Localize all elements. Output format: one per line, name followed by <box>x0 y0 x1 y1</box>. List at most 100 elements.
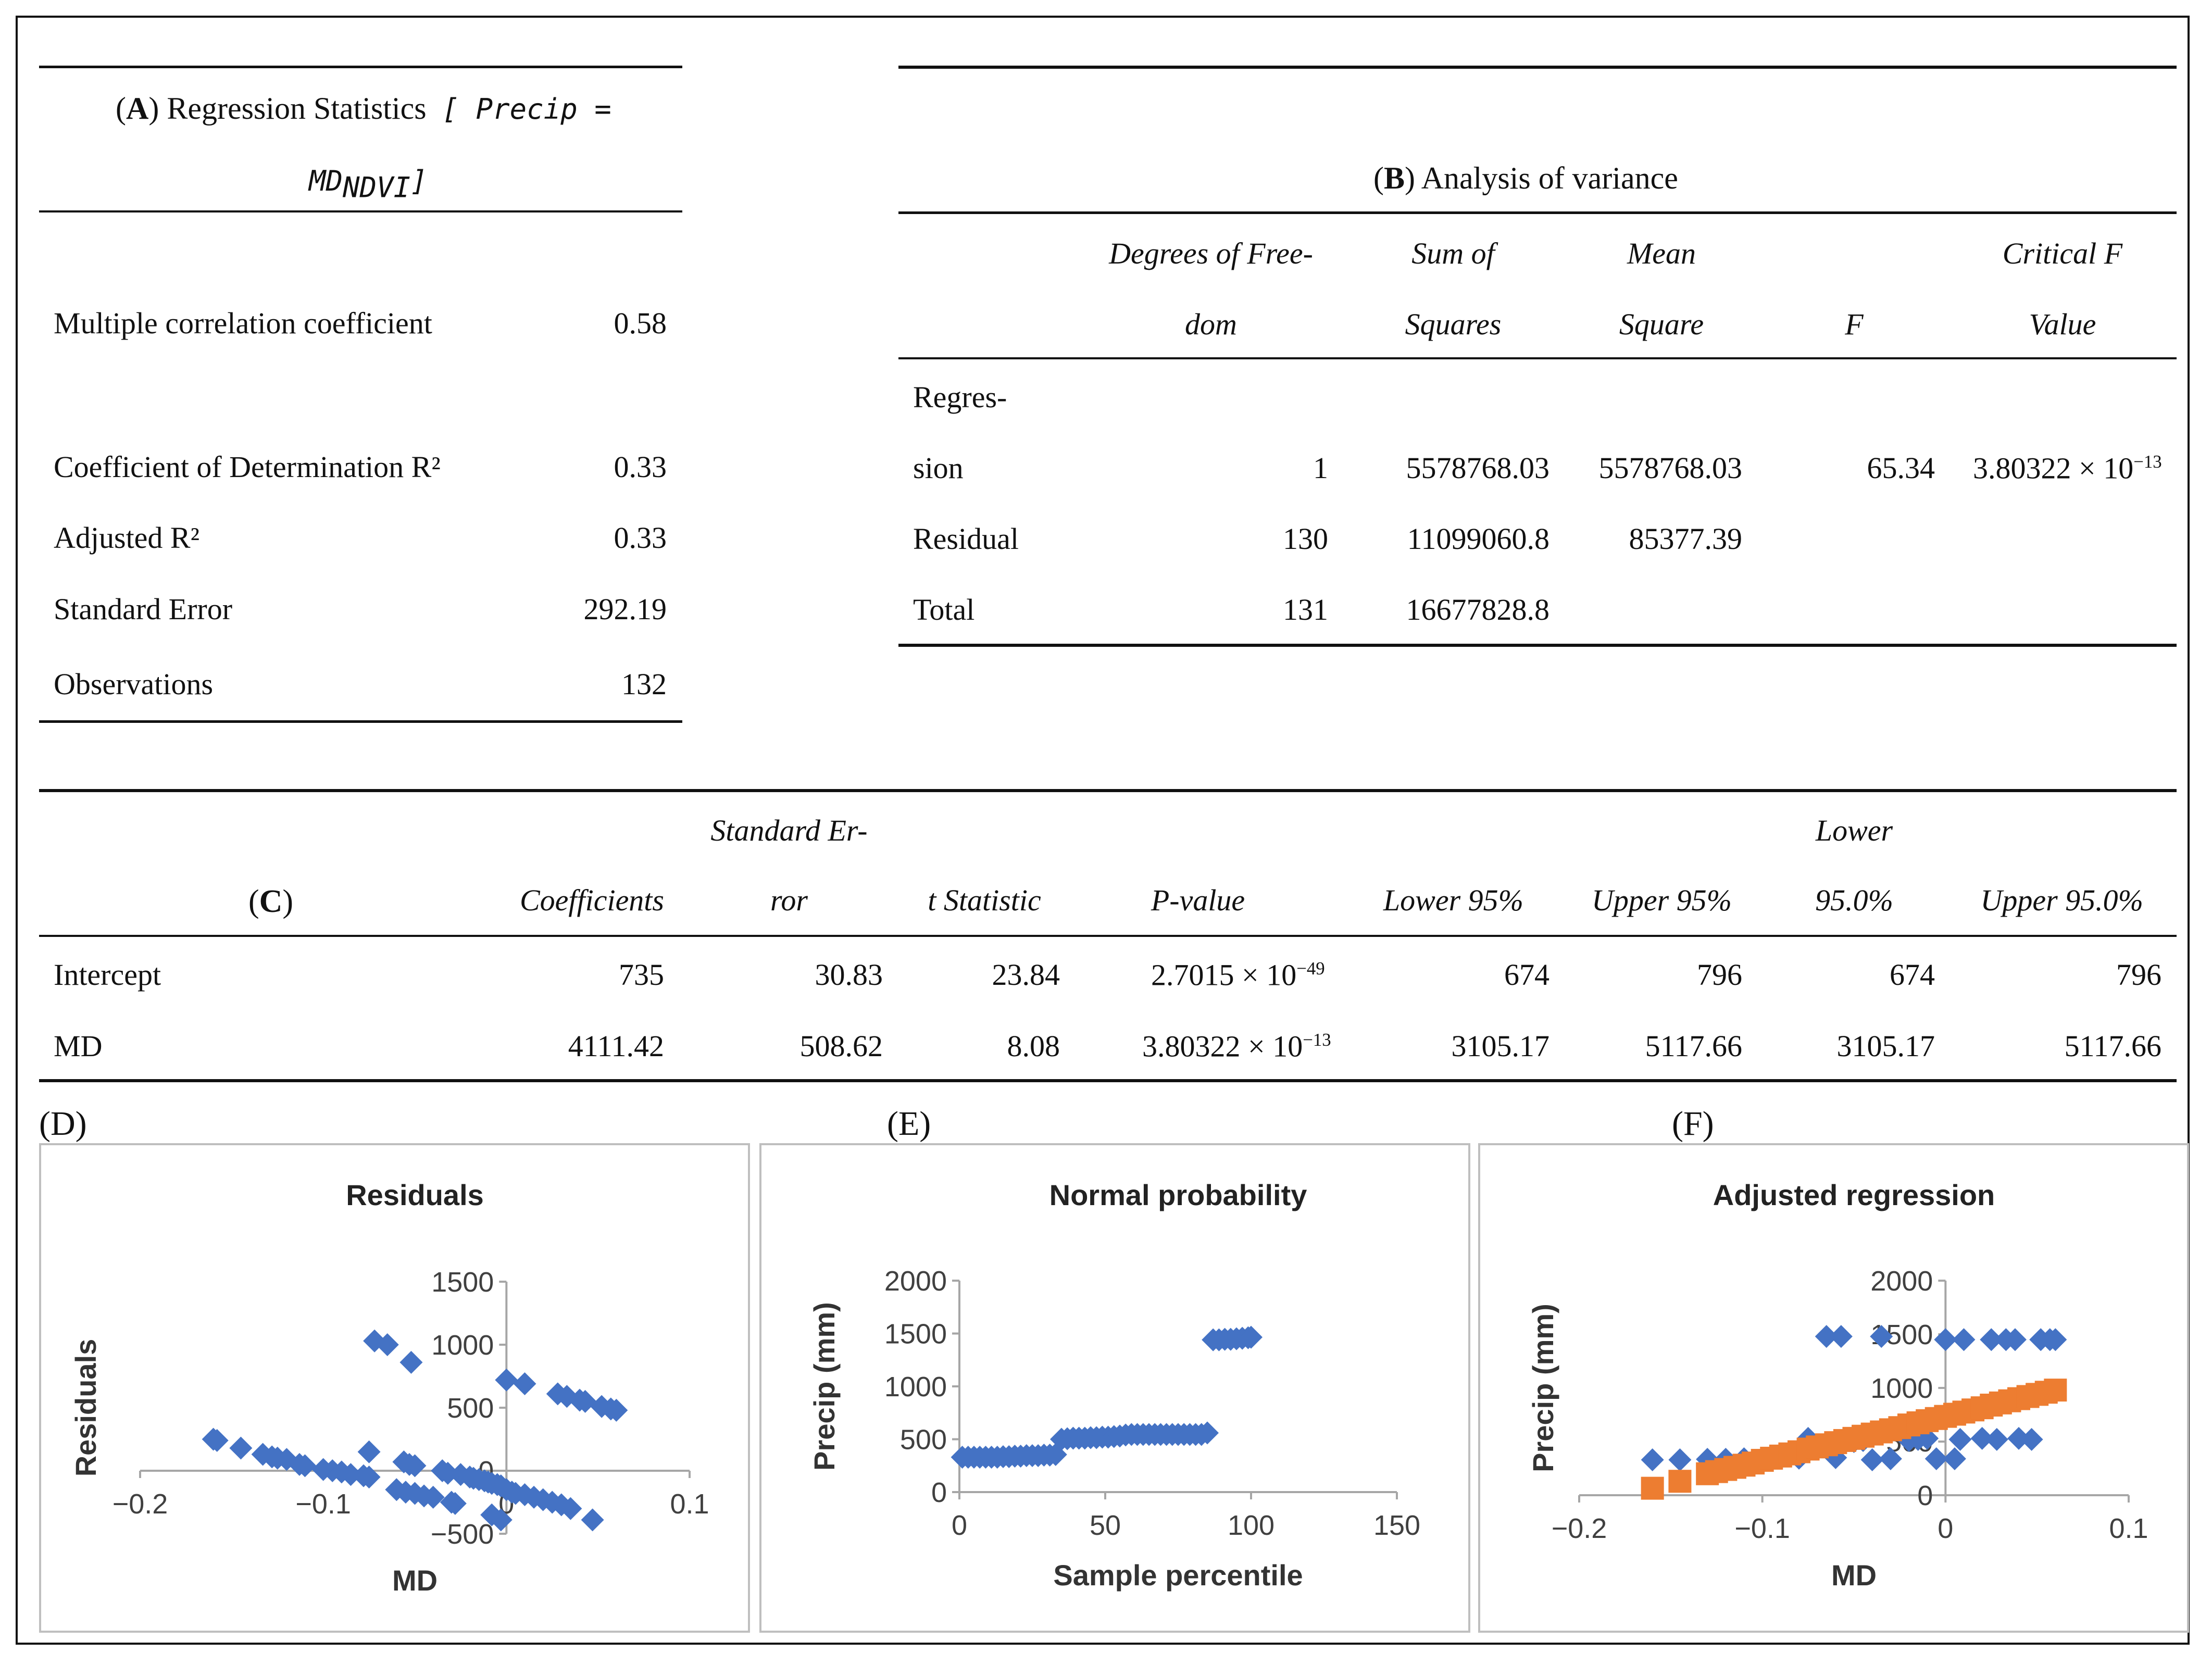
data-point-diamond <box>605 1398 628 1422</box>
data-point-diamond <box>421 1485 445 1509</box>
data-point-diamond <box>1952 1328 1976 1351</box>
data-point-diamond <box>357 1440 381 1463</box>
formula-close: ] <box>410 165 428 197</box>
data-point-diamond <box>1985 1428 2008 1451</box>
anova-header-f: F <box>1845 307 1864 341</box>
data-point-diamond <box>251 1443 274 1466</box>
panel-c-label: (C) <box>248 884 294 919</box>
formula-md: MD <box>309 165 343 197</box>
coef-intercept-lower95: 674 <box>1504 958 1549 992</box>
chart-title: Adjusted regression <box>1713 1179 1995 1211</box>
x-axis-title: Sample percentile <box>1053 1559 1303 1592</box>
anova-regression-ss: 5578768.03 <box>1406 451 1550 485</box>
coef-header-p: P-value <box>1151 883 1245 917</box>
panel-b-title-text: Analysis of variance <box>1421 161 1678 195</box>
data-point-diamond <box>1860 1448 1884 1472</box>
data-point-diamond <box>1924 1447 1948 1470</box>
x-tick-label: 0.1 <box>670 1488 709 1520</box>
data-point-diamond <box>1948 1428 1972 1451</box>
anova-header-ss-2: Squares <box>1405 307 1502 341</box>
panel-a-formula-rhs: MDNDVI] <box>309 166 428 202</box>
data-point-diamond <box>339 1463 363 1486</box>
coef-row-intercept-label: Intercept <box>54 958 161 992</box>
coef-header-t: t Statistic <box>928 883 1041 917</box>
panel-c-bottom-rule <box>39 1079 2177 1082</box>
data-point-diamond <box>1815 1325 1838 1348</box>
coef-md-upper95: 5117.66 <box>1645 1029 1742 1063</box>
coef-intercept-upper95: 796 <box>1697 958 1742 992</box>
data-point-diamond <box>2003 1328 2027 1351</box>
stat-value-adj-r2: 0.33 <box>614 521 667 555</box>
data-point-diamond <box>1934 1328 1957 1351</box>
y-axis-title: Precip (mm) <box>1527 1304 1559 1472</box>
anova-row-regression-label-1: Regres- <box>913 380 1007 414</box>
coef-md-upper950: 5117.66 <box>2064 1029 2161 1063</box>
y-tick-label: 2000 <box>884 1266 947 1297</box>
anova-total-df: 131 <box>1283 593 1328 627</box>
stat-value-r2: 0.33 <box>614 450 667 484</box>
stat-value-mcc: 0.58 <box>614 306 667 340</box>
stat-value-obs: 132 <box>621 667 667 701</box>
coef-header-se-2: ror <box>770 883 808 917</box>
data-point-diamond <box>403 1482 427 1505</box>
panel-c-header-rule <box>39 935 2177 937</box>
data-point-diamond <box>403 1454 427 1478</box>
coef-md-p: 3.80322 × 10−13 <box>1142 1031 1331 1061</box>
panel-b-header-rule-top <box>898 211 2177 214</box>
data-point-diamond <box>559 1497 582 1520</box>
x-tick-label: 100 <box>1228 1510 1274 1541</box>
panel-a-bottom-rule <box>39 720 682 723</box>
coef-intercept-t: 23.84 <box>992 958 1060 992</box>
data-point-diamond <box>399 1350 423 1374</box>
panel-c-label-letter: C <box>259 884 283 919</box>
x-axis-title: MD <box>1831 1559 1877 1592</box>
coef-header-lower95: Lower 95% <box>1383 883 1523 917</box>
data-point-diamond <box>2020 1428 2043 1451</box>
panel-a-title: (A) Regression Statistics [ Precip = <box>116 91 611 126</box>
anova-residual-ss: 11099060.8 <box>1407 522 1549 556</box>
anova-header-cf-2: Value <box>2029 307 2096 341</box>
coef-intercept-p: 2.7015 × 10−49 <box>1151 959 1325 990</box>
panel-a-header-rule <box>39 210 682 212</box>
x-tick-label: −0.2 <box>113 1488 168 1520</box>
stat-label-obs: Observations <box>54 667 214 701</box>
chart-d-residuals: Residuals−0.2−0.100.1−500050010001500MDR… <box>69 1179 709 1597</box>
anova-header-df-2: dom <box>1185 307 1237 341</box>
y-tick-label: 1500 <box>884 1319 947 1350</box>
panel-a-formula-lhs: [ Precip = <box>442 93 611 126</box>
y-tick-label: 2000 <box>1870 1266 1933 1297</box>
anova-regression-critical-f: 3.80322 × 10−13 <box>1973 453 2162 483</box>
anova-row-total-label: Total <box>913 593 975 627</box>
anova-regression-df: 1 <box>1313 451 1328 485</box>
data-point-diamond <box>443 1492 467 1515</box>
formula-sub: NDVI <box>343 171 411 204</box>
stat-label-se: Standard Error <box>54 592 233 626</box>
panel-b-title: (B) Analysis of variance <box>1373 161 1678 195</box>
x-tick-label: 0 <box>1938 1513 1953 1544</box>
cf-base: 3.80322 × 10 <box>1973 451 2134 485</box>
y-axis-title: Residuals <box>69 1339 102 1477</box>
anova-residual-df: 130 <box>1283 522 1328 556</box>
coef-md-lower950: 3105.17 <box>1836 1029 1935 1063</box>
panel-c-top-rule <box>39 789 2177 792</box>
panel-d-label: (D) <box>39 1105 87 1143</box>
coef-header-upper950: Upper 95.0% <box>1980 883 2143 917</box>
data-point-diamond <box>385 1478 408 1501</box>
data-point-diamond <box>581 1508 604 1532</box>
panel-b-top-rule <box>898 66 2177 69</box>
data-point-diamond <box>1668 1448 1692 1472</box>
y-tick-label: 1000 <box>431 1330 494 1361</box>
data-point-diamond <box>1196 1421 1219 1445</box>
coef-md-lower95: 3105.17 <box>1451 1029 1550 1063</box>
anova-header-ms-2: Square <box>1619 307 1704 341</box>
data-point-diamond <box>489 1508 513 1532</box>
data-point-diamond <box>1824 1446 1847 1469</box>
y-tick-label: 1000 <box>1870 1373 1933 1404</box>
chart-f-adjusted-regression: Adjusted regression−0.2−0.100.1050010001… <box>1527 1179 2148 1592</box>
coef-intercept-coef: 735 <box>619 958 664 992</box>
anova-residual-ms: 85377.39 <box>1629 522 1743 556</box>
anova-row-residual-label: Residual <box>913 522 1019 556</box>
y-tick-label: 0 <box>931 1477 947 1508</box>
coef-header-lower950-2: 95.0% <box>1815 883 1893 917</box>
